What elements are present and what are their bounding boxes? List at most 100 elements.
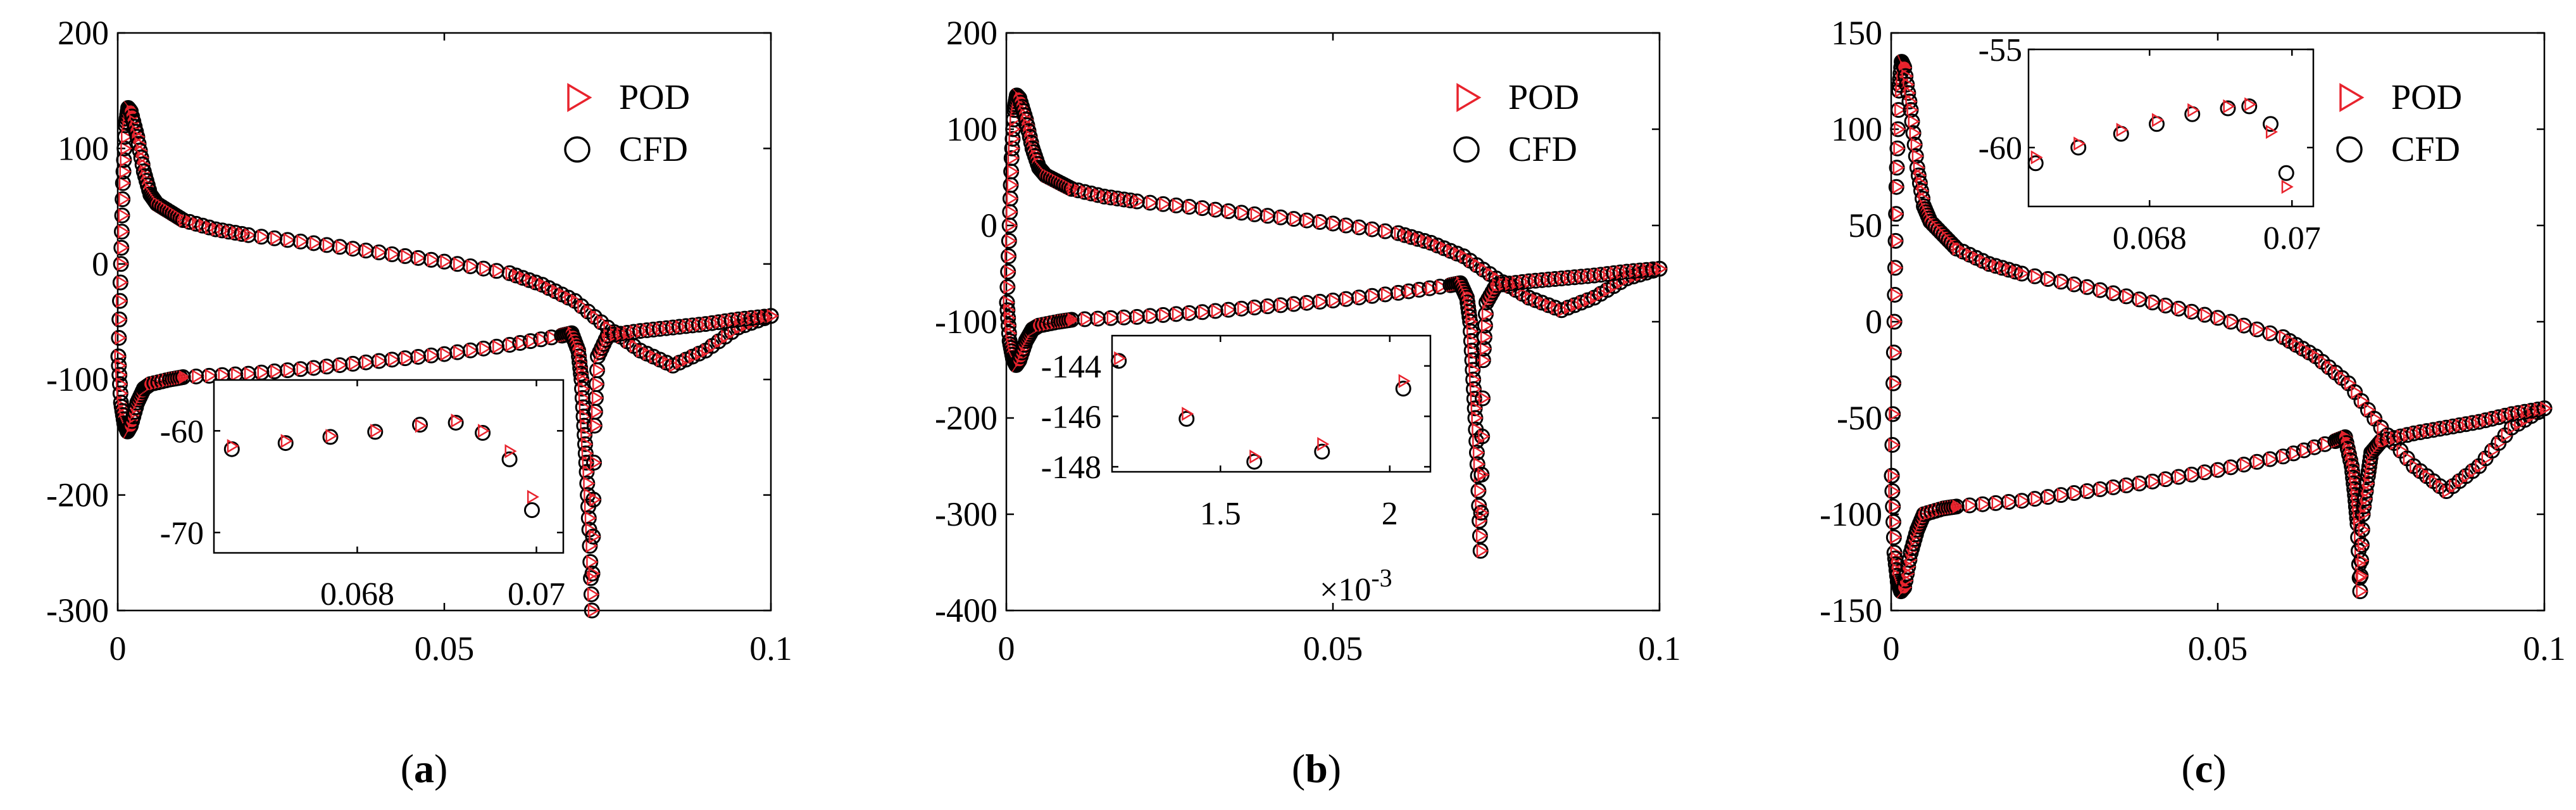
pod-point bbox=[587, 587, 599, 602]
pod-point bbox=[2331, 365, 2344, 380]
pod-point bbox=[1915, 175, 1928, 191]
pod-point bbox=[1006, 177, 1019, 193]
pod-point bbox=[270, 364, 283, 379]
pod-point bbox=[335, 239, 348, 254]
pod-point bbox=[117, 224, 130, 239]
pod-point bbox=[2161, 472, 2173, 486]
pod-point bbox=[1211, 303, 1223, 319]
pod-point bbox=[2187, 467, 2200, 482]
pod-point bbox=[1289, 296, 1302, 312]
pod-point bbox=[1004, 310, 1016, 326]
panel-label-close: ) bbox=[2213, 746, 2226, 791]
inset-cfd-point bbox=[2220, 100, 2236, 117]
pod-point bbox=[218, 368, 230, 383]
pod-point bbox=[1237, 301, 1249, 316]
x-tick-label: 0.1 bbox=[749, 630, 792, 668]
panel-label-letter: b bbox=[1305, 746, 1328, 791]
inset-y-tick-label: -60 bbox=[160, 414, 204, 450]
pod-point bbox=[1459, 249, 1472, 263]
pod-point bbox=[115, 312, 128, 327]
pod-point bbox=[2363, 476, 2375, 491]
pod-point bbox=[1471, 410, 1484, 426]
pod-point bbox=[453, 256, 466, 271]
inset-y-tick-label: -144 bbox=[1041, 349, 1101, 385]
pod-point bbox=[1476, 543, 1489, 558]
panel-label-open: ( bbox=[401, 746, 414, 791]
pod-point bbox=[2070, 486, 2082, 500]
pod-point bbox=[1172, 198, 1184, 213]
inset-pod-point bbox=[2265, 125, 2278, 139]
pod-point bbox=[283, 363, 296, 377]
pod-point bbox=[117, 241, 130, 255]
pod-point bbox=[2304, 345, 2317, 360]
pod-point bbox=[1908, 114, 1920, 129]
legend-pod-marker bbox=[1456, 82, 1482, 113]
x-tick-label: 0 bbox=[998, 630, 1015, 668]
pod-point bbox=[2279, 449, 2291, 464]
y-tick-label: -300 bbox=[46, 592, 109, 630]
pod-point bbox=[1276, 210, 1289, 225]
inset-cfd-point bbox=[475, 425, 491, 441]
pod-point bbox=[1479, 262, 1491, 277]
pod-point bbox=[375, 353, 387, 369]
pod-point bbox=[591, 405, 603, 419]
pod-point bbox=[2311, 349, 2324, 364]
pod-point bbox=[1106, 311, 1119, 326]
pod-point bbox=[592, 377, 604, 391]
inset-pod-point bbox=[1317, 437, 1330, 452]
pod-point bbox=[708, 339, 720, 353]
pod-point bbox=[1894, 103, 1907, 117]
pod-point bbox=[1224, 302, 1237, 317]
inset-c: -60 -55 0.068 0.07 bbox=[1979, 32, 2321, 256]
pod-point bbox=[492, 263, 505, 278]
data-points bbox=[999, 87, 1668, 559]
pod-point bbox=[1910, 137, 1923, 152]
pod-point bbox=[192, 369, 204, 384]
x-tick-label: 0.1 bbox=[1638, 630, 1681, 668]
x-tick-label: 0.05 bbox=[1303, 630, 1363, 668]
pod-point bbox=[2360, 491, 2373, 506]
panel-label-close: ) bbox=[434, 746, 447, 791]
pod-point bbox=[1965, 498, 1978, 513]
pod-point bbox=[1093, 311, 1106, 326]
legend-cfd-label: CFD bbox=[619, 130, 688, 169]
pod-point bbox=[1004, 234, 1017, 248]
pod-point bbox=[2514, 416, 2527, 431]
pod-point bbox=[1003, 303, 1016, 317]
pod-point bbox=[2357, 538, 2370, 552]
x-tick-label: 0.05 bbox=[415, 630, 475, 668]
pod-point bbox=[492, 339, 505, 354]
pod-point bbox=[322, 237, 335, 253]
pod-point bbox=[1342, 218, 1354, 233]
pod-point bbox=[2461, 469, 2474, 483]
pod-point bbox=[1913, 160, 1925, 175]
pod-point bbox=[2135, 292, 2148, 307]
pod-point bbox=[2056, 274, 2069, 289]
pod-point bbox=[2161, 298, 2173, 313]
x-tick-label: 0 bbox=[109, 630, 127, 668]
pod-point bbox=[2135, 476, 2148, 491]
pod-point bbox=[2337, 370, 2350, 385]
pod-point bbox=[516, 336, 528, 350]
pod-point bbox=[118, 175, 131, 191]
pod-point bbox=[1224, 204, 1237, 218]
pod-point bbox=[1460, 284, 1472, 300]
x-tick-label: 0.05 bbox=[2188, 630, 2248, 668]
inset-pod-point bbox=[2187, 103, 2200, 118]
legend-pod-label: POD bbox=[619, 78, 690, 117]
y-tick-label: -50 bbox=[1837, 399, 1882, 437]
pod-point bbox=[1478, 429, 1491, 444]
pod-point bbox=[1518, 286, 1530, 301]
pod-point bbox=[1065, 313, 1077, 327]
y-tick-label: -300 bbox=[935, 495, 997, 533]
pod-point bbox=[1354, 290, 1367, 305]
pod-point bbox=[2200, 465, 2213, 479]
pod-point bbox=[577, 299, 590, 313]
pod-point bbox=[582, 464, 595, 479]
pod-point bbox=[387, 352, 400, 367]
inset-pod-point bbox=[2073, 136, 2086, 151]
pod-point bbox=[176, 370, 189, 385]
pod-point bbox=[1952, 499, 1965, 514]
legend-pod-marker bbox=[567, 82, 592, 113]
